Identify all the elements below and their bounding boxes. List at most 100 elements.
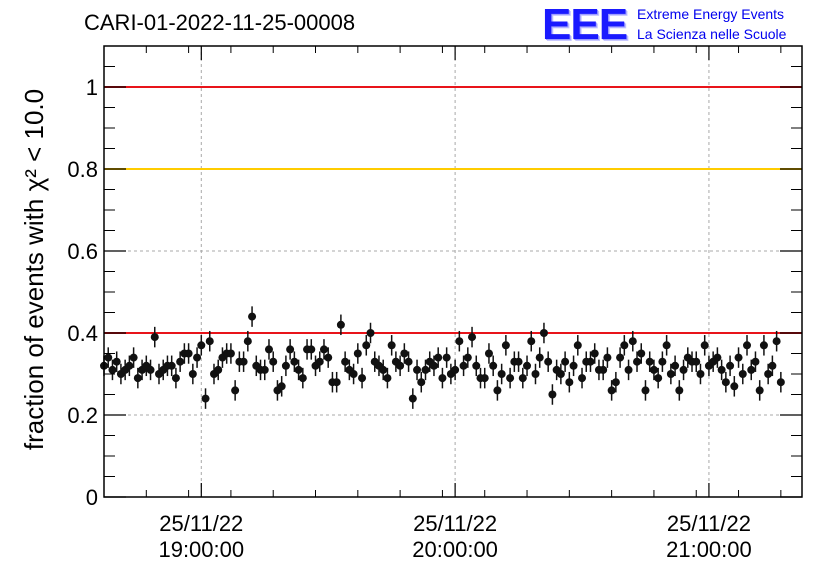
data-point bbox=[628, 337, 637, 346]
data-point bbox=[451, 365, 460, 374]
data-point bbox=[747, 365, 756, 374]
eee-logo-mark: EEE bbox=[542, 0, 628, 49]
data-point bbox=[654, 374, 663, 383]
data-point bbox=[633, 357, 642, 366]
data-point bbox=[692, 357, 701, 366]
data-point bbox=[556, 370, 565, 378]
data-point bbox=[167, 361, 176, 370]
grid-layer bbox=[104, 46, 802, 497]
x-tick-label-time: 19:00:00 bbox=[158, 537, 244, 562]
data-point bbox=[421, 365, 430, 374]
data-point bbox=[717, 365, 726, 374]
data-point bbox=[607, 386, 616, 395]
data-point bbox=[459, 361, 468, 370]
data-point bbox=[759, 341, 768, 350]
data-point bbox=[603, 353, 612, 362]
data-point bbox=[146, 365, 155, 374]
data-point bbox=[129, 353, 138, 362]
data-point bbox=[226, 349, 235, 358]
data-point bbox=[133, 374, 142, 383]
data-point bbox=[188, 370, 197, 378]
y-tick-label: 0.8 bbox=[67, 157, 98, 182]
data-point bbox=[514, 357, 523, 366]
data-points bbox=[100, 306, 785, 409]
data-point bbox=[429, 361, 438, 370]
y-tick-label: 0.4 bbox=[67, 321, 98, 346]
data-point bbox=[112, 357, 121, 366]
data-point bbox=[565, 378, 574, 387]
data-point bbox=[611, 378, 620, 387]
data-point bbox=[336, 320, 345, 329]
data-point bbox=[561, 357, 570, 366]
data-point bbox=[332, 378, 341, 387]
data-point bbox=[413, 365, 422, 374]
x-tick-label-date: 25/11/22 bbox=[667, 511, 751, 536]
data-point bbox=[671, 361, 680, 370]
y-tick-label: 0 bbox=[86, 485, 98, 510]
data-point bbox=[319, 345, 328, 354]
data-point bbox=[544, 357, 553, 366]
data-point bbox=[243, 337, 252, 346]
data-point bbox=[730, 382, 739, 391]
data-point bbox=[307, 345, 316, 354]
data-point bbox=[396, 361, 405, 370]
data-point bbox=[743, 341, 752, 350]
data-point bbox=[472, 361, 481, 370]
data-point bbox=[248, 312, 257, 321]
data-point bbox=[463, 353, 472, 362]
data-point bbox=[294, 365, 303, 374]
tick-labels: 00.20.40.60.8125/11/2219:00:0025/11/2220… bbox=[67, 75, 751, 562]
data-point bbox=[616, 353, 625, 362]
data-point bbox=[734, 353, 743, 362]
data-point bbox=[764, 370, 773, 378]
data-point bbox=[150, 333, 159, 342]
data-point bbox=[362, 341, 371, 350]
x-tick-label-time: 20:00:00 bbox=[412, 537, 498, 562]
data-point bbox=[104, 353, 113, 362]
data-point bbox=[751, 357, 760, 366]
data-point bbox=[193, 353, 202, 362]
data-point bbox=[383, 374, 392, 383]
data-point bbox=[721, 378, 730, 387]
data-point bbox=[379, 365, 388, 374]
data-point bbox=[679, 365, 688, 374]
data-point bbox=[214, 365, 223, 374]
data-point bbox=[738, 370, 747, 378]
data-point bbox=[645, 357, 654, 366]
data-point bbox=[713, 353, 722, 362]
data-point bbox=[523, 361, 532, 370]
data-point bbox=[408, 394, 417, 403]
x-tick-label-time: 21:00:00 bbox=[666, 537, 752, 562]
data-point bbox=[468, 333, 477, 342]
data-point bbox=[641, 386, 650, 395]
y-axis-label: fraction of events with χ² < 10.0 bbox=[19, 89, 49, 450]
data-point bbox=[324, 353, 333, 362]
data-point bbox=[341, 357, 350, 366]
data-point bbox=[776, 378, 785, 387]
data-point bbox=[290, 357, 299, 366]
data-point bbox=[353, 349, 362, 358]
data-point bbox=[201, 394, 210, 403]
data-point bbox=[675, 386, 684, 395]
data-point bbox=[518, 374, 527, 383]
data-point bbox=[400, 349, 409, 358]
data-point bbox=[108, 365, 117, 374]
y-tick-label: 0.6 bbox=[67, 239, 98, 264]
data-point bbox=[539, 329, 548, 337]
data-point bbox=[176, 357, 185, 366]
data-point bbox=[506, 374, 515, 383]
axis-ticks bbox=[103, 45, 802, 498]
data-point bbox=[493, 386, 502, 395]
eee-logo: EEE Extreme Energy Events La Scienza nel… bbox=[542, 0, 832, 49]
data-point bbox=[578, 374, 587, 383]
plot-frame bbox=[103, 45, 803, 498]
data-point bbox=[480, 374, 489, 383]
data-point bbox=[586, 357, 595, 366]
data-point bbox=[286, 345, 295, 354]
data-point bbox=[277, 382, 286, 391]
data-point bbox=[649, 365, 658, 374]
data-point bbox=[573, 341, 582, 350]
data-point bbox=[349, 370, 358, 378]
data-point bbox=[455, 337, 464, 346]
